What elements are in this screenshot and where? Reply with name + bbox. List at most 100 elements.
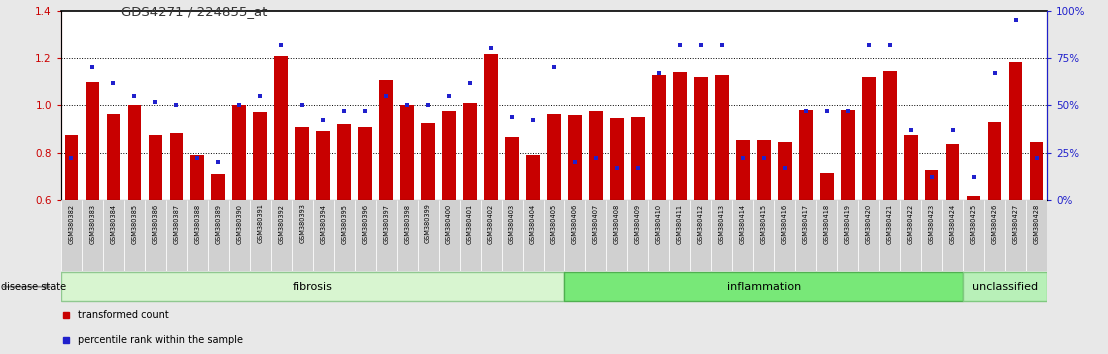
- Bar: [481, 200, 502, 271]
- Text: GSM380405: GSM380405: [551, 204, 557, 244]
- Bar: [820, 173, 833, 342]
- Bar: [799, 110, 812, 342]
- Text: GSM380419: GSM380419: [844, 204, 851, 244]
- Text: GSM380414: GSM380414: [740, 204, 746, 244]
- Text: GSM380394: GSM380394: [320, 204, 326, 244]
- Bar: [148, 135, 162, 342]
- Bar: [296, 127, 309, 342]
- Bar: [711, 200, 732, 271]
- Bar: [900, 200, 921, 271]
- Bar: [400, 105, 414, 342]
- Text: unclassified: unclassified: [972, 282, 1038, 292]
- Bar: [275, 56, 288, 342]
- Bar: [64, 135, 79, 342]
- Bar: [379, 80, 393, 342]
- Text: percentile rank within the sample: percentile rank within the sample: [79, 335, 243, 345]
- Text: GSM380401: GSM380401: [468, 204, 473, 244]
- Text: GSM380390: GSM380390: [236, 204, 243, 244]
- Text: GSM380427: GSM380427: [1013, 204, 1018, 244]
- Text: GSM380407: GSM380407: [593, 204, 599, 244]
- Bar: [694, 77, 708, 342]
- Bar: [358, 127, 372, 342]
- Text: GSM380424: GSM380424: [950, 204, 955, 244]
- Bar: [291, 200, 312, 271]
- Bar: [564, 200, 585, 271]
- Bar: [883, 71, 896, 342]
- Bar: [796, 200, 817, 271]
- Bar: [145, 200, 166, 271]
- Bar: [736, 139, 750, 342]
- Bar: [589, 111, 603, 342]
- Text: GSM380395: GSM380395: [341, 204, 347, 244]
- Text: GSM380392: GSM380392: [278, 204, 285, 244]
- Bar: [127, 105, 141, 342]
- Bar: [270, 200, 291, 271]
- Bar: [841, 110, 854, 342]
- Bar: [484, 55, 497, 342]
- Text: GSM380422: GSM380422: [907, 204, 914, 244]
- Bar: [397, 200, 418, 271]
- Bar: [82, 200, 103, 271]
- Bar: [376, 200, 397, 271]
- Bar: [859, 200, 880, 271]
- Bar: [355, 200, 376, 271]
- Text: GSM380386: GSM380386: [153, 204, 158, 244]
- Bar: [904, 135, 917, 342]
- Bar: [880, 200, 900, 271]
- Bar: [984, 200, 1005, 271]
- Bar: [715, 75, 729, 342]
- Bar: [312, 200, 334, 271]
- Bar: [337, 124, 351, 342]
- Bar: [946, 144, 960, 342]
- Bar: [442, 111, 455, 342]
- Text: GSM380402: GSM380402: [488, 204, 494, 244]
- Bar: [103, 200, 124, 271]
- Bar: [632, 117, 645, 342]
- Bar: [817, 200, 838, 271]
- Text: GSM380396: GSM380396: [362, 204, 368, 244]
- Bar: [460, 200, 481, 271]
- Bar: [170, 132, 183, 342]
- Text: transformed count: transformed count: [79, 310, 168, 320]
- Bar: [421, 123, 435, 342]
- Bar: [334, 200, 355, 271]
- Text: GSM380417: GSM380417: [803, 204, 809, 244]
- Text: GSM380408: GSM380408: [614, 204, 620, 244]
- Text: disease state: disease state: [1, 282, 66, 292]
- Text: GSM380403: GSM380403: [509, 204, 515, 244]
- Text: GSM380418: GSM380418: [823, 204, 830, 244]
- Text: GSM380384: GSM380384: [111, 204, 116, 244]
- Bar: [505, 137, 519, 342]
- Text: GSM380382: GSM380382: [69, 204, 74, 244]
- Text: inflammation: inflammation: [727, 282, 801, 292]
- Bar: [925, 170, 938, 342]
- Bar: [544, 200, 564, 271]
- Text: GSM380404: GSM380404: [530, 204, 536, 244]
- Text: GSM380410: GSM380410: [656, 204, 661, 244]
- Bar: [564, 273, 963, 301]
- Bar: [627, 200, 648, 271]
- Bar: [166, 200, 187, 271]
- Text: GSM380425: GSM380425: [971, 204, 976, 244]
- Bar: [233, 105, 246, 342]
- Bar: [732, 200, 753, 271]
- Bar: [61, 200, 82, 271]
- Bar: [208, 200, 228, 271]
- Bar: [1005, 200, 1026, 271]
- Bar: [526, 155, 540, 342]
- Text: GSM380385: GSM380385: [132, 204, 137, 244]
- Bar: [963, 200, 984, 271]
- Bar: [963, 273, 1047, 301]
- Text: GSM380415: GSM380415: [761, 204, 767, 244]
- Text: GSM380383: GSM380383: [90, 204, 95, 244]
- Bar: [838, 200, 859, 271]
- Bar: [1026, 200, 1047, 271]
- Bar: [1008, 62, 1023, 342]
- Bar: [648, 200, 669, 271]
- Bar: [463, 103, 476, 342]
- Bar: [967, 196, 981, 342]
- Bar: [778, 142, 791, 342]
- Text: GSM380397: GSM380397: [383, 204, 389, 244]
- Text: GSM380388: GSM380388: [194, 204, 201, 244]
- Bar: [124, 200, 145, 271]
